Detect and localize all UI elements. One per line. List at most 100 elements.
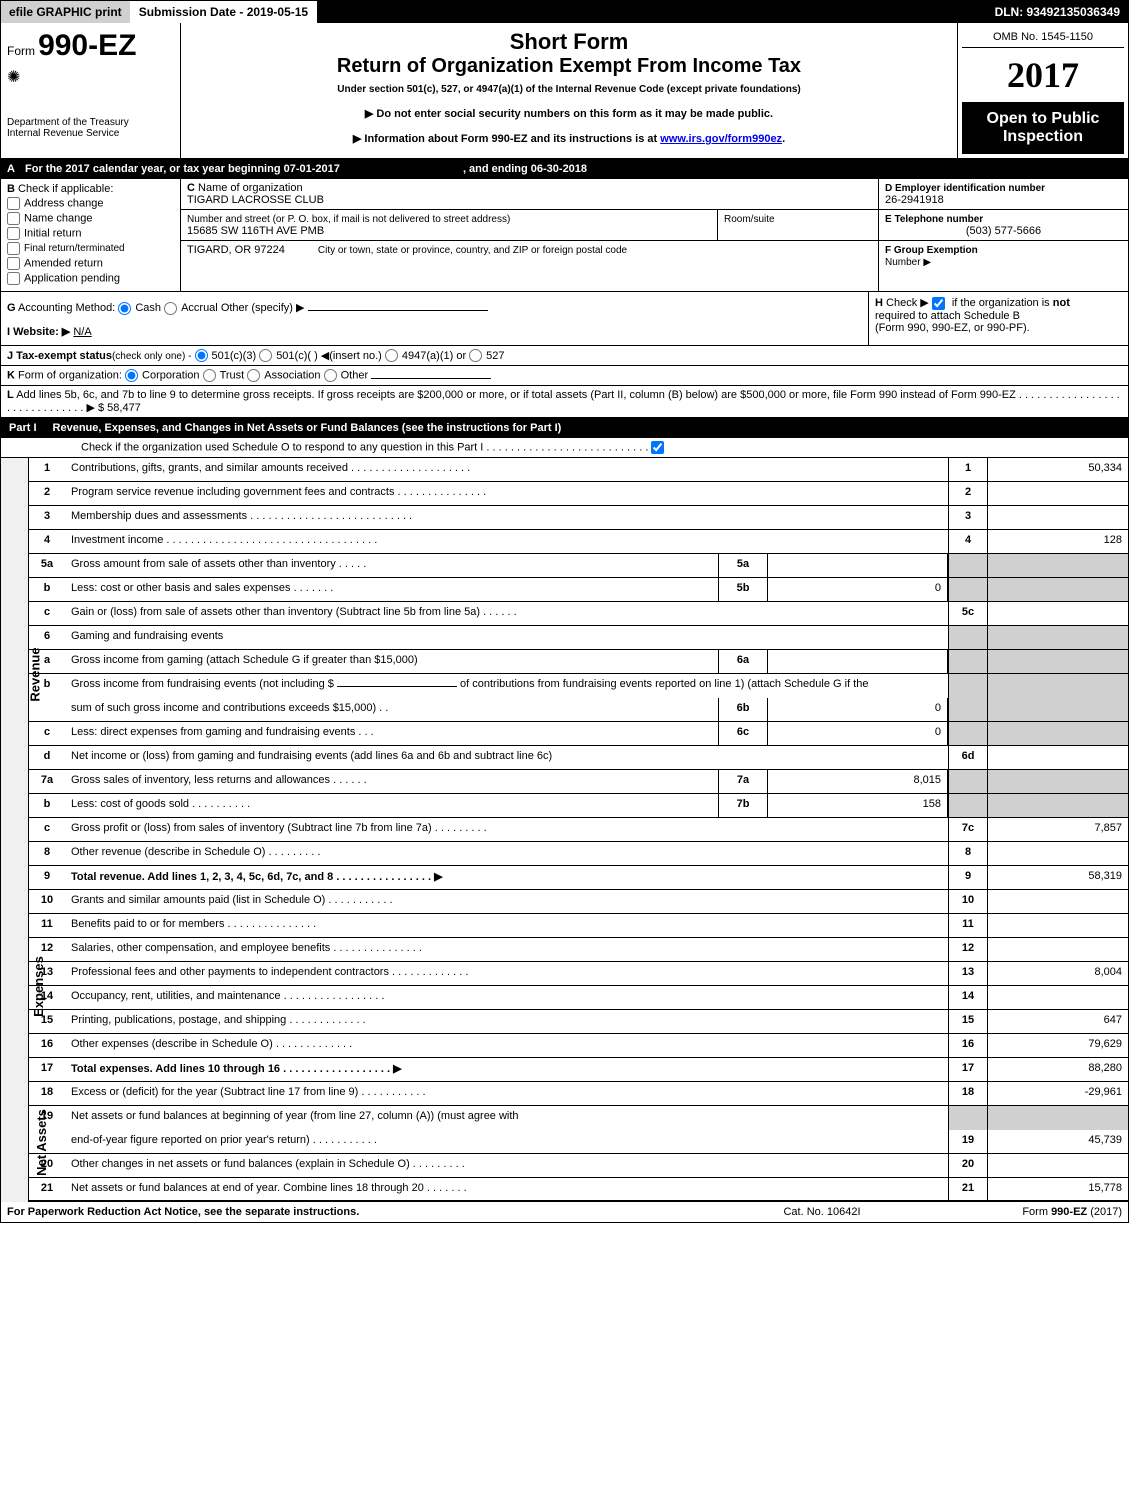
line-15-desc: Printing, publications, postage, and shi… (65, 1010, 948, 1033)
line-6d: d Net income or (loss) from gaming and f… (29, 746, 1128, 770)
line-16-desc: Other expenses (describe in Schedule O) … (65, 1034, 948, 1057)
line-19-col: 19 (948, 1130, 988, 1153)
radio-corp[interactable] (125, 369, 138, 382)
line-5a-num: 5a (29, 554, 65, 577)
radio-trust[interactable] (203, 369, 216, 382)
line-20-val (988, 1154, 1128, 1177)
other-specify-blank[interactable] (308, 310, 488, 311)
h-not: not (1053, 297, 1070, 309)
ein-label: D Employer identification number (885, 183, 1045, 194)
line-21-val: 15,778 (988, 1178, 1128, 1200)
checkbox-final[interactable] (7, 242, 20, 255)
line-2-col: 2 (948, 482, 988, 505)
form-page: efile GRAPHIC print Submission Date - 20… (0, 0, 1129, 1223)
line-17: 17 Total expenses. Add lines 10 through … (29, 1058, 1128, 1082)
line-13-val: 8,004 (988, 962, 1128, 985)
line-6-num: 6 (29, 626, 65, 649)
line-6b-shade2 (988, 698, 1128, 721)
line-6b-blank[interactable] (337, 686, 457, 687)
line-10: 10 Grants and similar amounts paid (list… (29, 890, 1128, 914)
instr-suffix: . (782, 133, 785, 145)
line-6b: sum of such gross income and contributio… (29, 698, 1128, 722)
line-19-desc2: end-of-year figure reported on prior yea… (65, 1130, 948, 1153)
line-21: 21 Net assets or fund balances at end of… (29, 1178, 1128, 1202)
netassets-side-label: Net Assets (1, 1082, 29, 1202)
line-11-num: 11 (29, 914, 65, 937)
check-amended[interactable]: Amended return (7, 257, 174, 270)
check-initial-label: Initial return (24, 227, 81, 239)
checkbox-schedule-o[interactable] (651, 441, 664, 454)
checkbox-address[interactable] (7, 197, 20, 210)
checkbox-schedule-b[interactable] (932, 297, 945, 310)
line-14: 14 Occupancy, rent, utilities, and maint… (29, 986, 1128, 1010)
line-11-desc: Benefits paid to or for members . . . . … (65, 914, 948, 937)
line-4: 4 Investment income . . . . . . . . . . … (29, 530, 1128, 554)
line-6-desc: Gaming and fundraising events (65, 626, 948, 649)
check-name[interactable]: Name change (7, 212, 174, 225)
radio-cash[interactable] (118, 302, 131, 315)
line-5c-val (988, 602, 1128, 625)
other-org-blank[interactable] (371, 378, 491, 379)
radio-501c3[interactable] (195, 349, 208, 362)
line-11-col: 11 (948, 914, 988, 937)
line-7a-num: 7a (29, 770, 65, 793)
label-k: K (7, 370, 15, 382)
radio-accrual[interactable] (164, 302, 177, 315)
group-exemption-box: F Group Exemption Number ▶ (879, 241, 1128, 271)
checkbox-name[interactable] (7, 212, 20, 225)
check-final[interactable]: Final return/terminated (7, 242, 174, 255)
checkbox-amended[interactable] (7, 257, 20, 270)
line-7b: b Less: cost of goods sold . . . . . . .… (29, 794, 1128, 818)
efile-print-button[interactable]: efile GRAPHIC print (1, 1, 131, 23)
line-5a-shade (948, 554, 988, 577)
check-pending[interactable]: Application pending (7, 272, 174, 285)
line-7c-val: 7,857 (988, 818, 1128, 841)
footer-catno: Cat. No. 10642I (722, 1206, 922, 1218)
gross-receipts: L Add lines 5b, 6c, and 7b to line 9 to … (1, 386, 1128, 417)
h-text2: if the organization is (952, 297, 1050, 309)
footer-paperwork: For Paperwork Reduction Act Notice, see … (7, 1206, 722, 1218)
city-row: TIGARD, OR 97224 City or town, state or … (181, 241, 878, 259)
line-12-desc: Salaries, other compensation, and employ… (65, 938, 948, 961)
j-check-one: (check only one) - (112, 351, 191, 362)
check-address[interactable]: Address change (7, 197, 174, 210)
line-6c-sub: 6c (718, 722, 768, 745)
radio-501c[interactable] (259, 349, 272, 362)
label-c: C (187, 182, 195, 194)
line-6d-num: d (29, 746, 65, 769)
radio-527[interactable] (469, 349, 482, 362)
revenue-text: Revenue (27, 648, 42, 702)
radio-assoc[interactable] (247, 369, 260, 382)
line-6a-desc: Gross income from gaming (attach Schedul… (65, 650, 718, 673)
line-1-desc: Contributions, gifts, grants, and simila… (65, 458, 948, 481)
form-of-org: K Form of organization: Corporation Trus… (1, 366, 1128, 385)
label-l: L (7, 389, 14, 401)
line-6b-blank-num (29, 698, 65, 721)
line-4-num: 4 (29, 530, 65, 553)
line-7b-subval: 158 (768, 794, 948, 817)
line-6d-val (988, 746, 1128, 769)
line-7a-sub: 7a (718, 770, 768, 793)
check-amended-label: Amended return (24, 257, 103, 269)
section-gh: G Accounting Method: Cash Accrual Other … (1, 292, 1128, 346)
line-5c-num: c (29, 602, 65, 625)
line-15-val: 647 (988, 1010, 1128, 1033)
line-6a-sub: 6a (718, 650, 768, 673)
city-value: TIGARD, OR 97224 (187, 244, 285, 256)
line-6c-shade2 (988, 722, 1128, 745)
radio-4947[interactable] (385, 349, 398, 362)
line-5a-shade2 (988, 554, 1128, 577)
tax-year: 2017 (962, 48, 1124, 102)
line-7b-shade2 (988, 794, 1128, 817)
line-16-val: 79,629 (988, 1034, 1128, 1057)
check-initial[interactable]: Initial return (7, 227, 174, 240)
checkbox-pending[interactable] (7, 272, 20, 285)
irs-link[interactable]: www.irs.gov/form990ez (660, 133, 782, 145)
org-name: TIGARD LACROSSE CLUB (187, 194, 324, 206)
checkbox-initial[interactable] (7, 227, 20, 240)
radio-other-org[interactable] (324, 369, 337, 382)
group-exemption-label: F Group Exemption (885, 245, 978, 256)
line-5a-desc: Gross amount from sale of assets other t… (65, 554, 718, 577)
line-5a: 5a Gross amount from sale of assets othe… (29, 554, 1128, 578)
line-8-val (988, 842, 1128, 865)
